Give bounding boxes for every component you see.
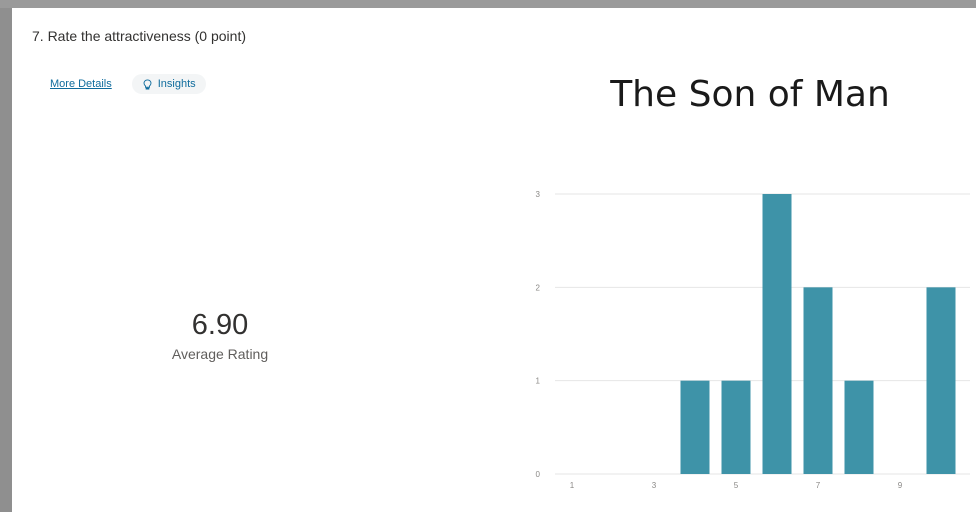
x-tick-label: 5 — [734, 481, 739, 490]
bar-7[interactable] — [803, 287, 833, 474]
lightbulb-icon — [143, 78, 152, 90]
bar-8[interactable] — [844, 380, 874, 474]
y-tick-label: 2 — [536, 283, 541, 292]
more-details-link[interactable]: More Details — [50, 78, 112, 90]
y-tick-label: 1 — [536, 377, 541, 386]
question-title: 7. Rate the attractiveness (0 point) — [32, 28, 246, 44]
chart-title: The Son of Man — [610, 74, 890, 115]
question-card: 7. Rate the attractiveness (0 point) Mor… — [12, 8, 976, 512]
bar-5[interactable] — [721, 380, 751, 474]
bar-10[interactable] — [926, 287, 956, 474]
y-tick-label: 3 — [536, 190, 541, 199]
rating-distribution-chart: 0 1 2 3 1 3 5 7 9 — [536, 190, 970, 490]
average-rating-label: Average Rating — [171, 346, 269, 362]
x-tick-label: 3 — [652, 481, 657, 490]
x-tick-label: 7 — [816, 481, 821, 490]
bar-6[interactable] — [762, 194, 792, 474]
x-tick-label: 1 — [570, 481, 575, 490]
question-actions: More Details Insights — [50, 74, 206, 94]
bar-4[interactable] — [680, 380, 710, 474]
average-rating-value: 6.90 — [191, 309, 249, 341]
x-tick-label: 9 — [898, 481, 903, 490]
y-tick-label: 0 — [536, 470, 541, 479]
average-rating-summary: 6.90 Average Rating — [120, 308, 320, 362]
window-frame — [0, 0, 976, 8]
insights-label: Insights — [157, 78, 196, 90]
insights-button[interactable]: Insights — [131, 74, 206, 94]
